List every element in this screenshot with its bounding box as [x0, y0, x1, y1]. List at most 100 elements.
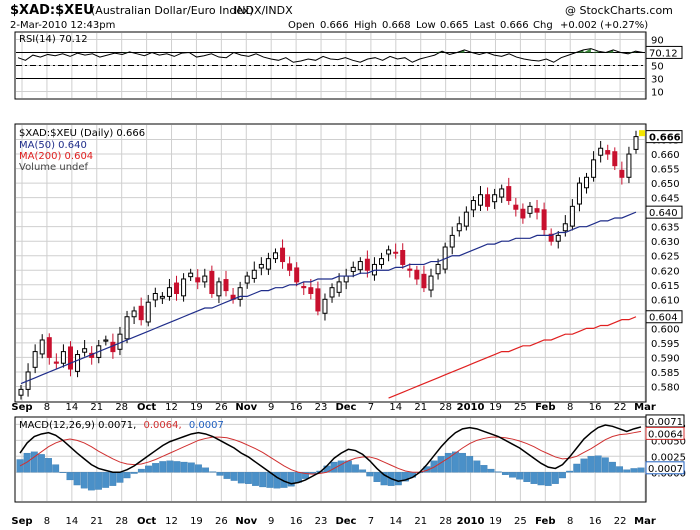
- candle-body: [400, 250, 406, 265]
- macd-hist-bar: [366, 472, 374, 477]
- date-label: 9: [268, 402, 274, 413]
- macd-tick-label: 0.0050: [651, 436, 686, 447]
- price-tick-label: 0.620: [651, 266, 680, 277]
- candle-body: [534, 208, 540, 213]
- candle-body: [244, 275, 250, 284]
- macd-hist-bar: [244, 472, 252, 484]
- svg-text:MACD(12,26,9) 0.0071, 0.: MACD(12,26,9) 0.0071, 0.0064, 0.0007: [19, 420, 224, 431]
- price-panel: [14, 123, 647, 403]
- macd-hist-bar: [601, 457, 609, 473]
- rsi-layer: [16, 48, 645, 79]
- macd-hist-bar: [466, 456, 474, 473]
- candle-body: [272, 252, 278, 260]
- price-last-badge: [645, 205, 683, 219]
- candle-body: [209, 270, 215, 295]
- price-tick-label: 0.615: [651, 281, 680, 292]
- date-label: Oct: [137, 402, 156, 413]
- low-label: Low: [416, 20, 436, 31]
- macd-hist-bar: [209, 471, 217, 473]
- macd-hist-bar: [523, 472, 531, 482]
- macd-hist-bar: [630, 468, 638, 473]
- date-label: 28: [439, 402, 452, 413]
- rsi-tick-label: 90: [651, 36, 664, 47]
- macd-hist-bar: [166, 460, 174, 473]
- date-label: 14: [389, 516, 402, 527]
- price-tick-label: 0.590: [651, 353, 680, 364]
- macd-hist-bar: [273, 472, 281, 489]
- macd-hist-bar: [566, 470, 574, 473]
- candle-body: [202, 275, 208, 283]
- date-label: 22: [614, 402, 627, 413]
- macd-hist-bar: [216, 472, 224, 476]
- price-layer: [18, 130, 645, 400]
- legend-ma200: MA(200) 0.604: [19, 151, 93, 162]
- date-label: 19: [489, 402, 502, 413]
- price-tick-label: 0.600: [651, 324, 680, 335]
- price-tick-label: 0.595: [651, 339, 680, 350]
- symbol-description: (Australian Dollar/Euro Index): [91, 4, 254, 17]
- macd-hist-bar: [145, 465, 152, 473]
- last-value: 0.666: [500, 20, 529, 31]
- price-legend: $XAD:$XEU (Daily) 0.666 MA(50) 0.640 MA(…: [19, 128, 145, 173]
- candle-body: [46, 337, 52, 358]
- rsi-tick-label: 10: [651, 88, 664, 99]
- candle-body: [315, 288, 321, 312]
- macd-hist-bar: [95, 472, 102, 490]
- date-label: 14: [65, 516, 78, 527]
- macd-hist-bar: [430, 460, 438, 473]
- rsi-title: RSI(14) 70.12: [19, 34, 88, 45]
- open-value: 0.666: [320, 20, 349, 31]
- date-label: Nov: [235, 516, 257, 527]
- date-label: 26: [215, 516, 228, 527]
- legend-volume: Volume undef: [19, 162, 89, 173]
- macd-hist-bar: [102, 472, 110, 488]
- legend-symbol: $XAD:$XEU (Daily) 0.666: [19, 128, 145, 139]
- date-label: 16: [589, 402, 602, 413]
- high-value: 0.668: [382, 20, 411, 31]
- candle-body: [463, 211, 469, 227]
- candle-body: [576, 182, 582, 205]
- candle-body: [265, 258, 271, 270]
- date-label: 8: [567, 402, 573, 413]
- candle-body: [82, 348, 88, 353]
- candle-body: [584, 176, 590, 189]
- date-label: 14: [389, 402, 402, 413]
- price-last-badge: [645, 130, 683, 144]
- candle-body: [336, 281, 342, 293]
- ma50-line: [20, 211, 637, 385]
- candle-body: [605, 150, 611, 155]
- macd-hist-bar: [623, 469, 631, 473]
- candle-body: [612, 151, 618, 167]
- macd-hist-bar: [59, 472, 67, 473]
- rsi-last-label: 70.12: [649, 48, 678, 59]
- candle-body: [39, 339, 45, 355]
- date-label: 21: [90, 516, 103, 527]
- macd-hist-bar: [516, 472, 524, 480]
- macd-hist-bar: [380, 472, 388, 486]
- macd-hist-bar: [609, 461, 616, 473]
- macd-hist-bar: [359, 469, 367, 473]
- macd-line: [19, 424, 642, 485]
- low-value: 0.665: [440, 20, 469, 31]
- candle-body: [223, 279, 229, 292]
- date-label: 14: [65, 402, 78, 413]
- candle-body: [103, 339, 109, 342]
- candle-body: [492, 194, 498, 203]
- date-label: Dec: [335, 516, 356, 527]
- macd-hist-bar: [195, 464, 202, 473]
- date-label: 19: [190, 402, 203, 413]
- date-label: 23: [315, 402, 328, 413]
- macd-hist-bar: [123, 472, 131, 479]
- date-label: Mar: [634, 516, 656, 527]
- macd-hist-bar: [480, 465, 488, 473]
- date-label: 8: [44, 516, 50, 527]
- date-label: 28: [439, 516, 452, 527]
- date-label: 21: [414, 402, 427, 413]
- candle-body: [166, 287, 172, 297]
- date-label: 25: [514, 402, 527, 413]
- watermark: @ StockCharts.com: [565, 4, 673, 17]
- chg-label: Chg: [533, 20, 553, 31]
- candle-body: [75, 354, 81, 372]
- macd-layer: [16, 424, 645, 491]
